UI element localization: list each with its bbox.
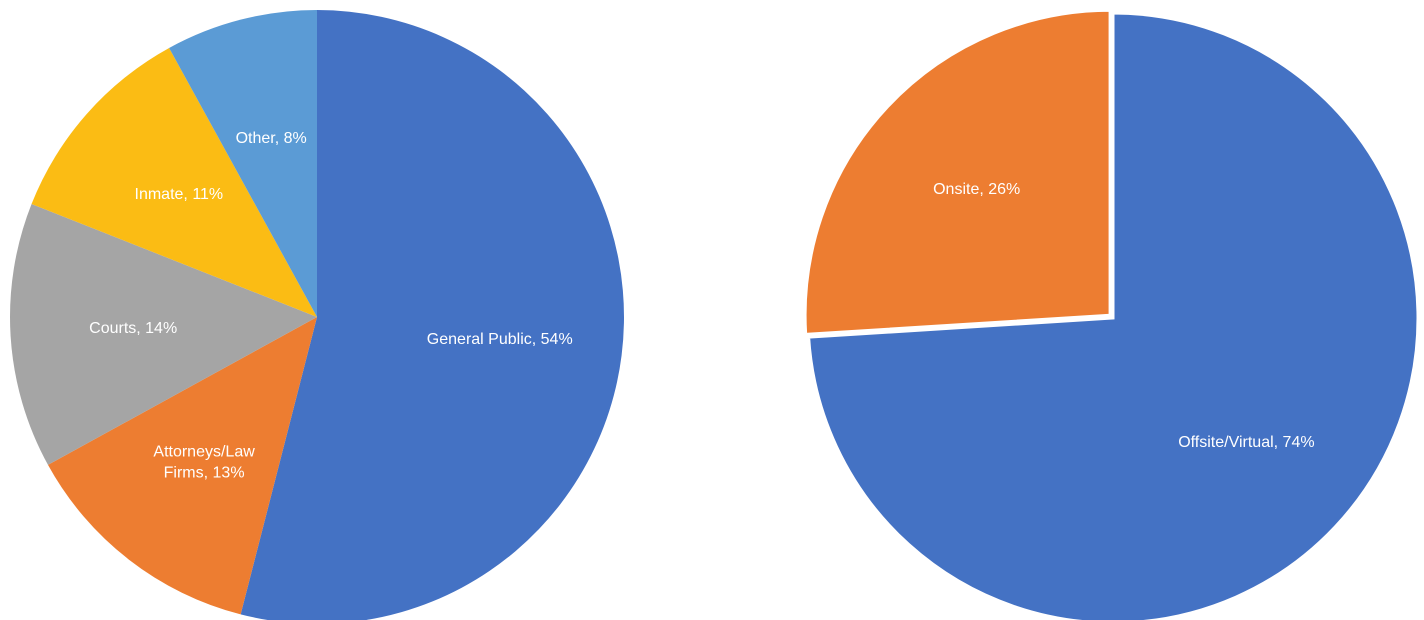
pie-slice [807,11,1420,620]
slice-label: Offsite/Virtual, 74% [1178,434,1315,452]
pie-slice [169,9,317,317]
pie-slice [240,10,624,620]
pie-slice [803,8,1112,337]
slice-label: Onsite, 26% [933,181,1021,199]
slice-label: Courts, 14% [89,319,178,337]
slice-label: Other, 8% [235,129,307,147]
slice-label: Inmate, 11% [134,186,224,204]
pie-slice [31,47,317,318]
pie-slice [10,203,317,465]
slice-label: General Public, 54% [426,331,573,349]
pie-slice [47,317,318,615]
slice-label: Attorneys/Law Firms, 13% [153,442,255,482]
